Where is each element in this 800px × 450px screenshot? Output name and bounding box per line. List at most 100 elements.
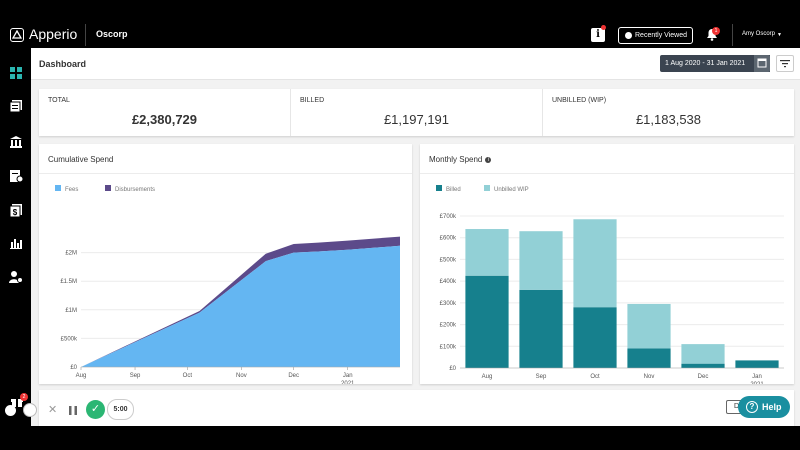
info-icon[interactable]: i bbox=[591, 28, 605, 42]
recording-timer: 5:00 bbox=[107, 399, 134, 420]
brand-name[interactable]: Apperio bbox=[29, 26, 78, 42]
invoice-icon[interactable] bbox=[9, 169, 23, 183]
x-tick-label: Aug bbox=[76, 373, 87, 379]
bar-unbilled bbox=[627, 303, 671, 349]
billing-icon[interactable]: $ bbox=[9, 203, 23, 217]
y-tick-label: £0 bbox=[70, 365, 77, 371]
close-icon[interactable]: ✕ bbox=[48, 404, 58, 416]
y-tick-label: £300k bbox=[440, 301, 457, 307]
filter-button[interactable] bbox=[776, 55, 794, 72]
sidebar: $ bbox=[0, 48, 31, 426]
reports-icon[interactable] bbox=[9, 236, 23, 250]
minimize-icon[interactable] bbox=[5, 405, 16, 416]
camera-toggle-icon[interactable] bbox=[23, 403, 37, 417]
y-tick-label: £500k bbox=[61, 336, 78, 342]
y-tick-label: £100k bbox=[440, 344, 457, 350]
info-notification-dot bbox=[601, 25, 606, 30]
legend-swatch bbox=[436, 185, 442, 191]
kpi-value: £2,380,729 bbox=[131, 112, 198, 127]
clock-icon bbox=[625, 32, 632, 39]
matters-icon[interactable] bbox=[9, 99, 23, 113]
cumulative-spend-chart: Fees Disbursements £0 £500k £1M £1.5M £2M Aug Se… bbox=[55, 185, 400, 384]
pause-icon[interactable] bbox=[69, 406, 77, 415]
y-tick-label: £600k bbox=[440, 236, 457, 242]
monthly-spend-chart: Billed Unbilled WIP £0 £100k £200k £300k £400k… bbox=[436, 185, 784, 384]
y-tick-label: £1.5M bbox=[60, 279, 77, 285]
y-tick-label: £700k bbox=[440, 214, 457, 220]
kpi-total: TOTAL £2,380,729 bbox=[39, 89, 290, 136]
y-tick-label: £400k bbox=[440, 279, 457, 285]
legend-swatch bbox=[484, 185, 490, 191]
x-year-label: 2021 bbox=[341, 381, 355, 384]
bar-unbilled bbox=[681, 344, 725, 364]
y-tick-label: £0 bbox=[449, 366, 456, 372]
kpi-value: £1,183,538 bbox=[635, 112, 702, 127]
y-tick-label: £2M bbox=[65, 251, 77, 257]
x-tick-label: Jan bbox=[752, 374, 762, 380]
bar-billed bbox=[519, 289, 563, 368]
divider bbox=[542, 89, 543, 136]
legend-label: Disbursements bbox=[115, 187, 155, 193]
x-tick-label: Aug bbox=[482, 374, 493, 380]
calendar-button[interactable] bbox=[754, 55, 770, 72]
recently-viewed-button[interactable]: Recently Viewed bbox=[618, 27, 693, 44]
area-series-fees bbox=[81, 245, 400, 367]
page-title: Dashboard bbox=[39, 59, 87, 69]
legend-swatch bbox=[105, 185, 111, 191]
gift-icon[interactable] bbox=[10, 394, 24, 408]
x-tick-label: Sep bbox=[536, 374, 547, 380]
page-header: Dashboard 1 Aug 2020 - 31 Jan 2021 bbox=[31, 48, 800, 80]
x-tick-label: Sep bbox=[130, 373, 141, 379]
svg-text:$: $ bbox=[13, 208, 18, 217]
main-content: Dashboard 1 Aug 2020 - 31 Jan 2021 TOTAL… bbox=[31, 48, 800, 426]
bank-icon[interactable] bbox=[9, 135, 23, 149]
bar-billed bbox=[681, 363, 725, 368]
divider bbox=[420, 173, 794, 174]
kpi-label: BILLED bbox=[300, 97, 325, 104]
gift-count-badge: 2 bbox=[20, 393, 28, 401]
card-title-text: Monthly Spend bbox=[429, 155, 483, 164]
card-title: Monthly Spend i bbox=[429, 155, 492, 164]
apperio-logo-icon[interactable] bbox=[10, 28, 24, 42]
kpi-value: £1,197,191 bbox=[383, 112, 450, 127]
bar-billed bbox=[735, 360, 779, 368]
x-tick-label: Dec bbox=[698, 374, 709, 380]
divider bbox=[39, 173, 412, 174]
help-button[interactable]: ? Help bbox=[738, 396, 790, 418]
bottom-card bbox=[39, 390, 794, 426]
bar-unbilled bbox=[519, 231, 563, 290]
legend-swatch bbox=[55, 185, 61, 191]
kpi-label: TOTAL bbox=[48, 97, 70, 104]
legend-label: Fees bbox=[65, 187, 78, 193]
question-icon: ? bbox=[746, 401, 758, 413]
cumulative-spend-card: Cumulative Spend Fees Disbursements £0 £500… bbox=[39, 144, 412, 384]
organisation-name: Oscorp bbox=[96, 29, 128, 39]
kpi-label: UNBILLED (WIP) bbox=[552, 97, 607, 104]
filter-icon bbox=[780, 60, 790, 68]
chevron-down-icon[interactable]: ▼ bbox=[777, 32, 782, 38]
calendar-icon bbox=[757, 58, 767, 68]
confirm-recording-button[interactable]: ✓ bbox=[86, 400, 105, 419]
dashboard-icon[interactable] bbox=[9, 66, 23, 80]
y-tick-label: £500k bbox=[440, 257, 457, 263]
recently-viewed-label: Recently Viewed bbox=[635, 32, 688, 39]
x-tick-label: Jan bbox=[343, 373, 353, 379]
divider bbox=[290, 89, 291, 136]
y-tick-label: £200k bbox=[440, 323, 457, 329]
legend-label: Billed bbox=[446, 187, 461, 193]
legend-label: Unbilled WIP bbox=[494, 187, 529, 193]
x-year-label: 2021 bbox=[750, 382, 764, 384]
x-tick-label: Dec bbox=[288, 373, 299, 379]
help-label: Help bbox=[762, 402, 782, 412]
notification-count-badge: 1 bbox=[712, 27, 720, 35]
kpi-billed: BILLED £1,197,191 bbox=[291, 89, 542, 136]
info-icon[interactable]: i bbox=[485, 157, 492, 163]
bar-unbilled bbox=[465, 229, 509, 276]
x-tick-label: Oct bbox=[590, 374, 600, 380]
bar-billed bbox=[627, 348, 671, 368]
date-range-picker[interactable]: 1 Aug 2020 - 31 Jan 2021 bbox=[660, 55, 770, 72]
user-settings-icon[interactable] bbox=[9, 270, 23, 284]
y-tick-label: £1M bbox=[65, 308, 77, 314]
kpi-unbilled: UNBILLED (WIP) £1,183,538 bbox=[543, 89, 794, 136]
user-menu-name[interactable]: Amy Oscorp bbox=[742, 31, 776, 37]
